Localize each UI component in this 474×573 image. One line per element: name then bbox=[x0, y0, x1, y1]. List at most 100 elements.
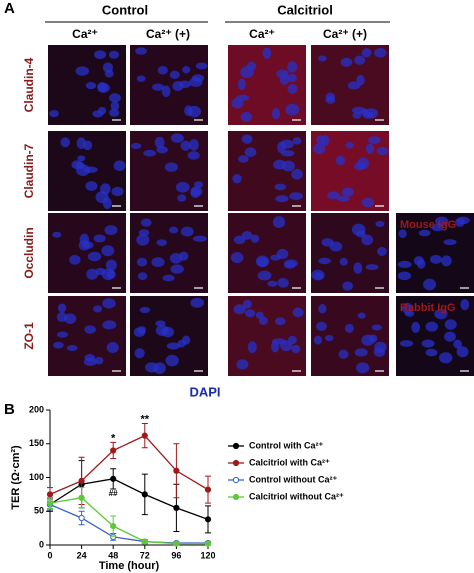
nucleus bbox=[133, 327, 146, 338]
nucleus bbox=[284, 259, 298, 268]
nucleus bbox=[287, 61, 298, 73]
nucleus bbox=[360, 108, 369, 116]
nucleus bbox=[423, 278, 436, 291]
group-label: Calcitriol bbox=[277, 2, 333, 17]
nucleus bbox=[368, 136, 381, 144]
nucleus bbox=[77, 155, 86, 162]
nucleus bbox=[318, 55, 327, 62]
nucleus bbox=[101, 245, 115, 257]
y-tick-label: 0 bbox=[39, 539, 44, 549]
nucleus bbox=[104, 69, 114, 78]
nucleus bbox=[375, 220, 385, 228]
series-line bbox=[49, 434, 209, 495]
nucleus bbox=[245, 309, 256, 318]
nucleus bbox=[259, 316, 268, 325]
nucleus bbox=[180, 226, 194, 237]
nucleus bbox=[237, 155, 249, 163]
nucleus bbox=[170, 264, 184, 274]
nucleus bbox=[134, 348, 145, 359]
nucleus bbox=[377, 246, 387, 256]
nucleus bbox=[274, 183, 287, 191]
nucleus bbox=[233, 304, 246, 315]
nucleus bbox=[441, 255, 452, 267]
nucleus bbox=[318, 304, 327, 314]
nucleus bbox=[325, 92, 336, 102]
nucleus bbox=[164, 162, 178, 172]
nucleus bbox=[425, 348, 438, 357]
nucleus bbox=[49, 109, 59, 118]
nucleus bbox=[376, 146, 389, 156]
nucleus bbox=[190, 297, 205, 308]
nucleus bbox=[371, 324, 382, 331]
nucleus bbox=[104, 225, 118, 236]
marker bbox=[78, 514, 85, 522]
x-tick-label: 96 bbox=[171, 550, 181, 560]
nucleus bbox=[356, 74, 365, 86]
nucleus bbox=[402, 302, 413, 315]
nucleus bbox=[106, 269, 116, 280]
nucleus bbox=[247, 341, 257, 354]
nucleus bbox=[94, 50, 107, 60]
nucleus bbox=[340, 57, 353, 67]
nucleus bbox=[354, 55, 366, 65]
nucleus bbox=[272, 216, 286, 229]
nucleus bbox=[443, 239, 457, 246]
legend-marker bbox=[232, 493, 240, 501]
nucleus bbox=[187, 105, 202, 118]
nucleus bbox=[242, 299, 252, 309]
nucleus bbox=[151, 257, 165, 268]
significance: ** bbox=[141, 413, 150, 425]
nucleus bbox=[270, 254, 281, 261]
nucleus bbox=[102, 298, 116, 309]
nucleus bbox=[354, 348, 368, 357]
nucleus bbox=[169, 70, 180, 80]
legend-marker bbox=[232, 459, 240, 467]
nucleus bbox=[287, 73, 297, 83]
nucleus bbox=[136, 234, 150, 246]
nucleus bbox=[230, 252, 244, 264]
significance: ## bbox=[109, 489, 118, 498]
nucleus bbox=[75, 66, 90, 76]
nucleus bbox=[182, 335, 191, 345]
marker bbox=[141, 538, 148, 545]
nucleus bbox=[136, 75, 146, 82]
nucleus bbox=[361, 334, 375, 346]
panel-label: B bbox=[4, 401, 15, 418]
nucleus bbox=[337, 195, 350, 202]
nucleus bbox=[397, 260, 412, 269]
nucleus bbox=[136, 257, 148, 267]
significance: * bbox=[111, 432, 116, 444]
series-line bbox=[49, 503, 208, 544]
nucleus bbox=[193, 181, 204, 188]
nucleus bbox=[110, 101, 120, 111]
nucleus bbox=[435, 216, 449, 227]
nucleus bbox=[157, 66, 168, 75]
nucleus bbox=[76, 164, 90, 177]
nucleus bbox=[324, 334, 334, 342]
series-line bbox=[49, 497, 208, 545]
column-label: Ca²⁺ bbox=[249, 27, 275, 41]
control-label: Rabbit IgG bbox=[400, 302, 456, 314]
nucleus bbox=[361, 234, 374, 246]
marker bbox=[173, 504, 180, 511]
marker bbox=[110, 447, 117, 454]
nucleus bbox=[108, 93, 121, 103]
nucleus bbox=[327, 191, 340, 200]
nucleus bbox=[237, 78, 246, 91]
nucleus bbox=[95, 191, 109, 204]
group-label: Control bbox=[102, 2, 148, 17]
nucleus bbox=[106, 341, 119, 354]
nucleus bbox=[57, 303, 67, 313]
nucleus bbox=[312, 143, 326, 155]
nucleus bbox=[430, 254, 442, 264]
nucleus bbox=[53, 341, 64, 349]
nucleus bbox=[156, 239, 167, 246]
nucleus bbox=[175, 181, 190, 193]
nucleus bbox=[318, 257, 331, 265]
marker bbox=[110, 523, 117, 530]
series-line bbox=[49, 478, 209, 520]
nucleus bbox=[155, 320, 166, 327]
nucleus bbox=[418, 229, 431, 237]
nucleus bbox=[85, 82, 97, 90]
